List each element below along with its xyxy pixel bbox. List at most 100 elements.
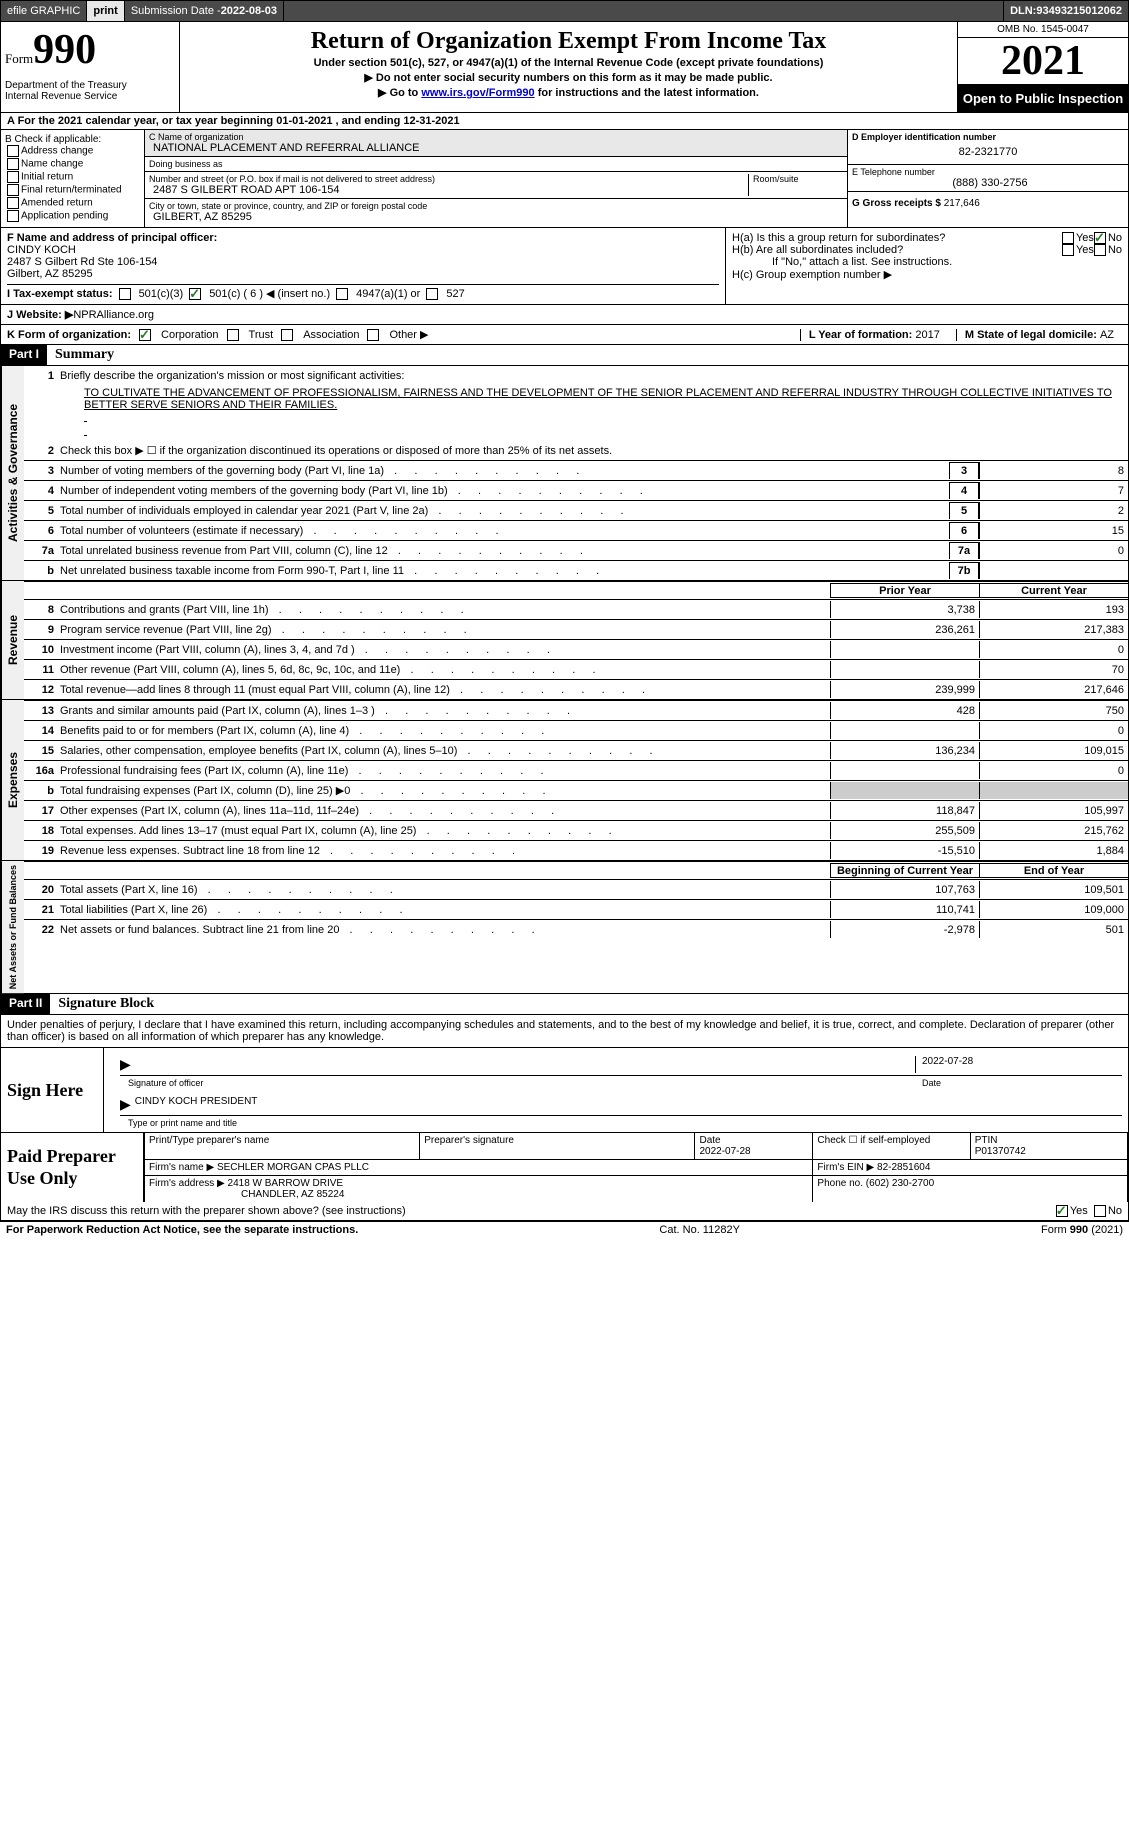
- summary-line: 7aTotal unrelated business revenue from …: [24, 540, 1128, 560]
- website: NPRAlliance.org: [73, 309, 154, 321]
- officer-name: CINDY KOCH: [7, 244, 76, 256]
- section-expenses: Expenses 13Grants and similar amounts pa…: [1, 700, 1128, 861]
- preparer-table: Print/Type preparer's name Preparer's si…: [144, 1133, 1128, 1202]
- firm-city: CHANDLER, AZ 85224: [149, 1189, 344, 1200]
- summary-line: 13Grants and similar amounts paid (Part …: [24, 700, 1128, 720]
- row-fh: F Name and address of principal officer:…: [0, 228, 1129, 305]
- form-title: Return of Organization Exempt From Incom…: [184, 28, 953, 55]
- phone: (888) 330-2756: [852, 177, 1124, 189]
- paid-preparer-label: Paid Preparer Use Only: [1, 1133, 144, 1202]
- summary-line: 16aProfessional fundraising fees (Part I…: [24, 760, 1128, 780]
- chk-trust[interactable]: [227, 329, 239, 341]
- chk-527[interactable]: [426, 288, 438, 300]
- top-bar: efile GRAPHIC print Submission Date - 20…: [0, 0, 1129, 22]
- form-number: Form990: [5, 26, 175, 74]
- summary-line: 21Total liabilities (Part X, line 26)110…: [24, 899, 1128, 919]
- summary-line: 20Total assets (Part X, line 16)107,7631…: [24, 879, 1128, 899]
- prep-date: 2022-07-28: [699, 1146, 750, 1157]
- summary-body: Activities & Governance 1Briefly describ…: [0, 366, 1129, 994]
- city: GILBERT, AZ 85295: [149, 211, 843, 223]
- ein: 82-2321770: [852, 142, 1124, 162]
- row-j-website: J Website: ▶ NPRAlliance.org: [0, 305, 1129, 325]
- year-formation: 2017: [915, 329, 939, 341]
- page-footer: For Paperwork Reduction Act Notice, see …: [0, 1221, 1129, 1238]
- chk-assoc[interactable]: [281, 329, 293, 341]
- summary-line: 8Contributions and grants (Part VIII, li…: [24, 599, 1128, 619]
- org-name: NATIONAL PLACEMENT AND REFERRAL ALLIANCE: [149, 142, 843, 154]
- efile-label: efile GRAPHIC: [1, 1, 87, 21]
- officer-addr1: 2487 S Gilbert Rd Ste 106-154: [7, 256, 157, 268]
- firm-phone: (602) 230-2700: [866, 1178, 934, 1189]
- chk-initial[interactable]: Initial return: [7, 171, 140, 183]
- summary-line: 18Total expenses. Add lines 13–17 (must …: [24, 820, 1128, 840]
- row-a-period: A For the 2021 calendar year, or tax yea…: [0, 113, 1129, 130]
- inspection-badge: Open to Public Inspection: [958, 85, 1128, 112]
- officer-addr2: Gilbert, AZ 85295: [7, 268, 93, 280]
- discuss-row: May the IRS discuss this return with the…: [1, 1202, 1128, 1220]
- summary-line: 9Program service revenue (Part VIII, lin…: [24, 619, 1128, 639]
- chk-ha-no[interactable]: [1094, 232, 1106, 244]
- chk-discuss-no[interactable]: [1094, 1205, 1106, 1217]
- summary-line: 10Investment income (Part VIII, column (…: [24, 639, 1128, 659]
- section-netassets: Net Assets or Fund Balances Beginning of…: [1, 861, 1128, 993]
- state-domicile: AZ: [1100, 329, 1114, 341]
- firm-ein: 82-2851604: [877, 1162, 930, 1173]
- ptin: P01370742: [975, 1146, 1026, 1157]
- chk-501c[interactable]: [189, 288, 201, 300]
- goto-note: ▶ Go to www.irs.gov/Form990 for instruct…: [184, 86, 953, 99]
- print-button[interactable]: print: [87, 1, 124, 21]
- summary-line: 11Other revenue (Part VIII, column (A), …: [24, 659, 1128, 679]
- firm-name: SECHLER MORGAN CPAS PLLC: [217, 1162, 369, 1173]
- summary-line: 15Salaries, other compensation, employee…: [24, 740, 1128, 760]
- sign-here-label: Sign Here: [1, 1048, 104, 1132]
- summary-line: 4Number of independent voting members of…: [24, 480, 1128, 500]
- officer-name-title: CINDY KOCH PRESIDENT: [135, 1096, 258, 1113]
- col-d: D Employer identification number 82-2321…: [847, 130, 1128, 227]
- firm-addr: 2418 W BARROW DRIVE: [228, 1178, 344, 1189]
- summary-line: bNet unrelated business taxable income f…: [24, 560, 1128, 580]
- gross-receipts: 217,646: [944, 198, 980, 209]
- section-governance: Activities & Governance 1Briefly describ…: [1, 366, 1128, 581]
- chk-4947[interactable]: [336, 288, 348, 300]
- chk-discuss-yes[interactable]: [1056, 1205, 1068, 1217]
- chk-corp[interactable]: [139, 329, 151, 341]
- chk-501c3[interactable]: [119, 288, 131, 300]
- summary-line: bTotal fundraising expenses (Part IX, co…: [24, 780, 1128, 800]
- chk-hb-no[interactable]: [1094, 244, 1106, 256]
- summary-line: 22Net assets or fund balances. Subtract …: [24, 919, 1128, 939]
- perjury-declaration: Under penalties of perjury, I declare th…: [1, 1015, 1128, 1048]
- part1-header: Part I Summary: [0, 345, 1129, 366]
- summary-line: 6Total number of volunteers (estimate if…: [24, 520, 1128, 540]
- irs-link[interactable]: www.irs.gov/Form990: [421, 87, 534, 99]
- tax-year: 2021: [958, 38, 1128, 85]
- street: 2487 S GILBERT ROAD APT 106-154: [149, 184, 744, 196]
- summary-line: 19Revenue less expenses. Subtract line 1…: [24, 840, 1128, 860]
- form-header: Form990 Department of the Treasury Inter…: [0, 22, 1129, 113]
- group-exemption: H(c) Group exemption number ▶: [732, 268, 1122, 281]
- col-c-org: C Name of organization NATIONAL PLACEMEN…: [145, 130, 847, 227]
- ssn-note: ▶ Do not enter social security numbers o…: [184, 71, 953, 84]
- summary-line: 12Total revenue—add lines 8 through 11 (…: [24, 679, 1128, 699]
- omb-number: OMB No. 1545-0047: [958, 22, 1128, 38]
- dln: DLN: 93493215012062: [1004, 1, 1128, 21]
- col-b-checkboxes: B Check if applicable: Address change Na…: [1, 130, 145, 227]
- submission-date: Submission Date - 2022-08-03: [125, 1, 284, 21]
- chk-pending[interactable]: Application pending: [7, 210, 140, 222]
- summary-line: 3Number of voting members of the governi…: [24, 460, 1128, 480]
- part2-header: Part II Signature Block: [0, 994, 1129, 1015]
- department-label: Department of the Treasury Internal Reve…: [5, 80, 175, 102]
- chk-ha-yes[interactable]: [1062, 232, 1074, 244]
- section-bcd: B Check if applicable: Address change Na…: [0, 130, 1129, 228]
- self-employed-check[interactable]: Check ☐ if self-employed: [813, 1133, 970, 1160]
- chk-amended[interactable]: Amended return: [7, 197, 140, 209]
- chk-other[interactable]: [367, 329, 379, 341]
- row-klm: K Form of organization: Corporation Trus…: [0, 325, 1129, 345]
- summary-line: 14Benefits paid to or for members (Part …: [24, 720, 1128, 740]
- chk-final[interactable]: Final return/terminated: [7, 184, 140, 196]
- chk-hb-yes[interactable]: [1062, 244, 1074, 256]
- chk-name[interactable]: Name change: [7, 158, 140, 170]
- form-subtitle: Under section 501(c), 527, or 4947(a)(1)…: [184, 57, 953, 69]
- mission-text: TO CULTIVATE THE ADVANCEMENT OF PROFESSI…: [84, 387, 1120, 411]
- chk-address[interactable]: Address change: [7, 145, 140, 157]
- sig-date: 2022-07-28: [915, 1056, 1122, 1073]
